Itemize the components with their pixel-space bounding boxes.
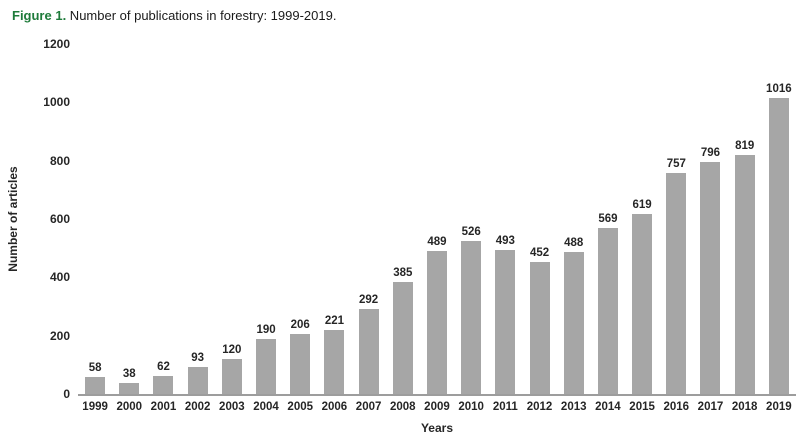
bar-group: 452 (522, 247, 556, 394)
bar (563, 251, 584, 394)
bar-group: 489 (420, 236, 454, 394)
y-axis-tick-label: 0 (63, 387, 70, 401)
y-axis-tick-label: 200 (49, 328, 70, 343)
bar-value-label: 488 (564, 236, 584, 249)
chart-plot-area: 58 38 62 93 120 190 206 221 292 385 489 526 493 452 48… (78, 44, 796, 396)
bar-value-label: 292 (359, 293, 379, 306)
bar-group: 38 (112, 368, 146, 394)
x-axis-tick-label: 2018 (731, 401, 758, 413)
bar-group: 385 (386, 267, 420, 394)
x-axis-tick-label: 2000 (116, 401, 143, 413)
bar-value-label: 619 (632, 198, 652, 211)
bar-value-label: 569 (598, 213, 618, 225)
x-axis-tick-label: 2004 (253, 401, 279, 413)
bar (290, 333, 311, 394)
x-axis-title: Years (420, 421, 454, 435)
y-axis-tick-labels: 0 200 400 600 800 1000 1200 (0, 0, 70, 446)
bar-group: 569 (591, 213, 625, 394)
bar (324, 329, 345, 394)
bar-group: 819 (728, 140, 762, 394)
figure-caption: Figure 1. Number of publications in fore… (12, 8, 336, 23)
x-axis-tick-labels: 1999 2000 2001 2002 2003 2004 2005 2006 2007 2008… (78, 401, 796, 413)
bar-group: 58 (78, 362, 112, 394)
y-axis-tick-label: 600 (49, 212, 70, 226)
x-axis-tick-label: 2003 (219, 401, 245, 413)
y-axis-tick-label: 1000 (43, 95, 70, 110)
bar-group: 757 (659, 158, 693, 394)
x-axis-tick-label: 2010 (458, 401, 484, 413)
x-axis-tick-label: 2007 (355, 401, 382, 413)
bar-value-label: 206 (290, 318, 310, 331)
x-axis-tick-label: 2012 (526, 401, 553, 413)
bar-value-label: 93 (191, 351, 205, 364)
bar-value-label: 62 (157, 360, 170, 373)
bar-group: 120 (215, 344, 249, 394)
bar (597, 228, 618, 394)
bar-group: 221 (317, 314, 351, 394)
bar-group: 493 (488, 235, 522, 394)
x-axis-tick-label: 2008 (389, 401, 416, 413)
bar-value-label: 120 (222, 344, 242, 356)
x-axis-tick-label: 2015 (629, 401, 655, 413)
bar-group: 206 (283, 319, 317, 394)
x-axis-tick-label: 2014 (595, 401, 621, 413)
bar-value-label: 526 (461, 225, 481, 238)
bar-value-label: 493 (495, 235, 515, 248)
bar-value-label: 757 (666, 158, 686, 171)
bar-value-label: 489 (427, 236, 447, 249)
x-axis-tick-label: 1999 (82, 401, 108, 413)
bar (119, 382, 140, 394)
bar-value-label: 1016 (766, 82, 792, 95)
y-axis-tick-label: 800 (49, 153, 70, 168)
bar-value-label: 796 (700, 146, 721, 159)
bar-value-label: 58 (88, 362, 102, 375)
bar-value-label: 221 (324, 314, 344, 327)
bar-group: 190 (249, 324, 283, 394)
bar (461, 240, 482, 394)
y-axis-tick-label: 400 (49, 270, 70, 285)
bar-group: 488 (557, 237, 591, 394)
bar (632, 213, 653, 394)
bar-group: 62 (146, 361, 180, 394)
x-axis-tick-label: 2002 (184, 401, 211, 413)
figure-caption-prefix: Figure 1. (12, 8, 67, 23)
x-axis-tick-label: 2011 (492, 401, 518, 413)
bar (153, 375, 174, 394)
x-axis-tick-label: 2019 (766, 401, 792, 413)
bar-value-label: 385 (393, 266, 413, 279)
bar (187, 366, 208, 394)
bar-group: 796 (693, 147, 727, 394)
figure-caption-text: Number of publications in forestry: 1999… (66, 8, 337, 23)
bar (392, 281, 413, 394)
bar-group: 1016 (762, 83, 796, 394)
bar (358, 308, 379, 394)
bar (666, 173, 687, 394)
x-axis-tick-label: 2005 (287, 401, 314, 413)
bar (85, 377, 106, 394)
bar-value-label: 190 (256, 323, 276, 336)
bar (495, 250, 516, 394)
y-axis-tick-label: 1200 (43, 37, 70, 51)
bar (734, 155, 755, 394)
bar-group: 292 (352, 294, 386, 394)
bar (426, 251, 447, 394)
bar (221, 359, 242, 394)
bar (529, 262, 550, 394)
x-axis-tick-label: 2009 (424, 401, 450, 413)
x-axis-tick-label: 2013 (560, 401, 587, 413)
bar (700, 161, 721, 394)
x-axis-tick-label: 2017 (697, 401, 724, 413)
bar-group: 93 (181, 352, 215, 394)
x-axis-tick-label: 2001 (150, 401, 177, 413)
bar-group: 526 (454, 226, 488, 394)
bar-value-label: 452 (529, 247, 550, 260)
bar (768, 97, 789, 394)
x-axis-tick-label: 2016 (663, 401, 690, 413)
x-axis-tick-label: 2006 (321, 401, 348, 413)
bar-value-label: 38 (122, 367, 136, 380)
bar (256, 338, 277, 394)
bar-group: 619 (625, 198, 659, 394)
bar-value-label: 819 (735, 140, 755, 153)
